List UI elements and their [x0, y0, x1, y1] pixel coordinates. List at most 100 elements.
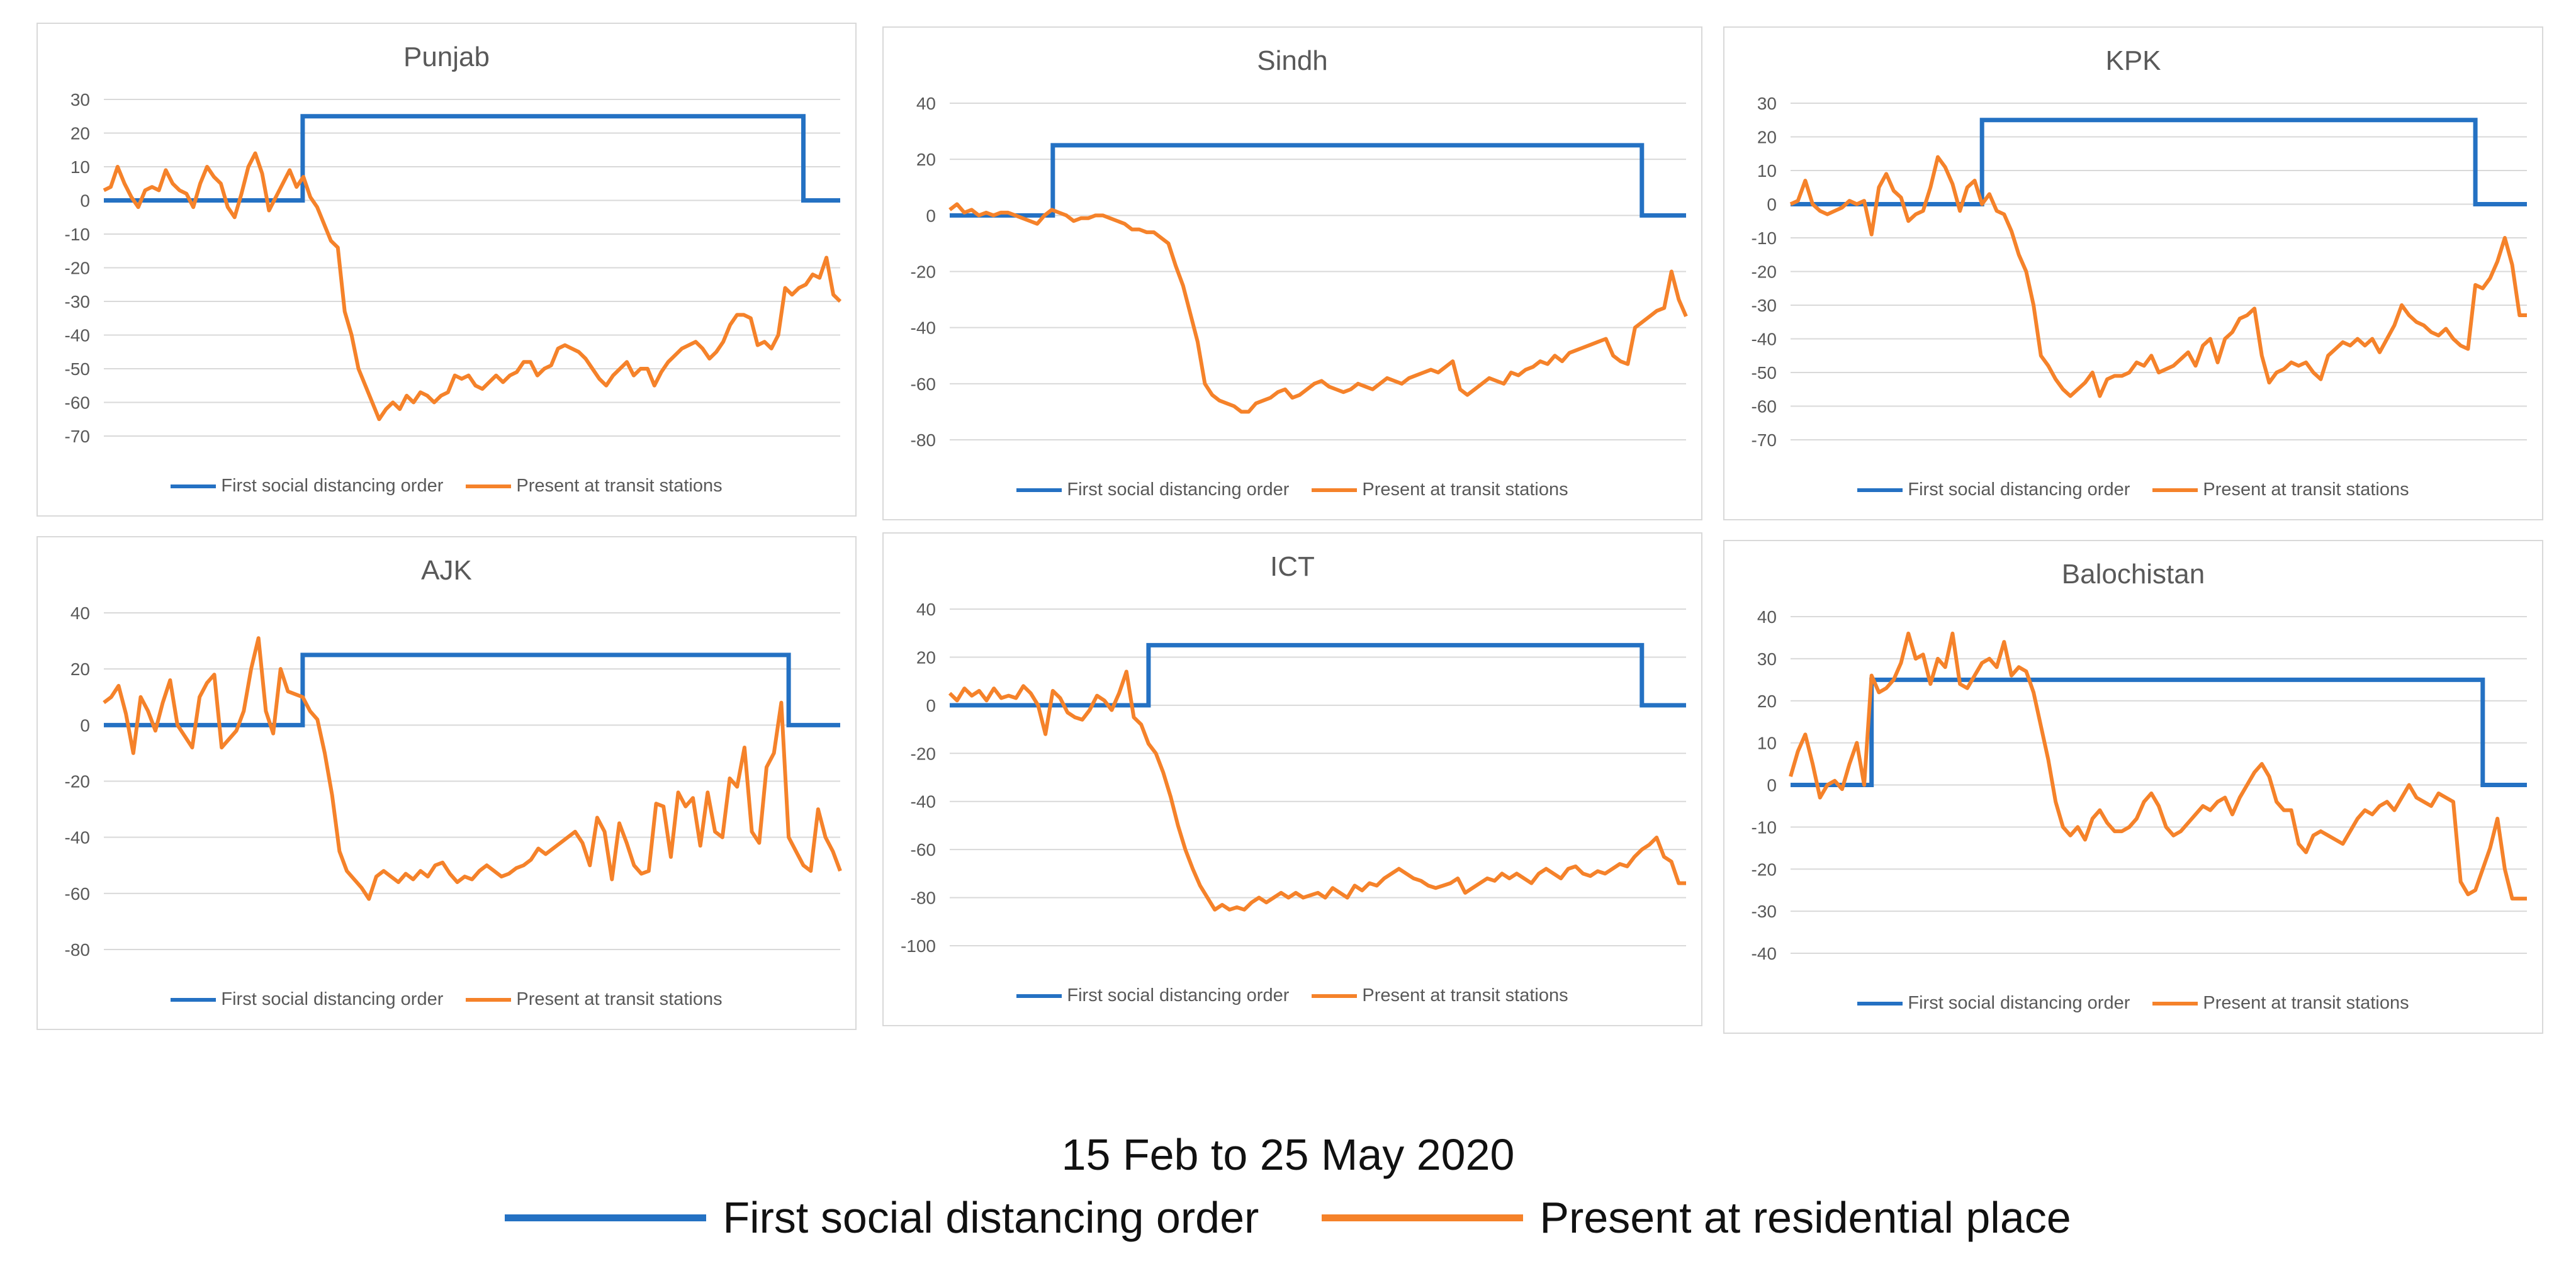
y-tick-label: 10 — [1757, 734, 1777, 753]
y-tick-label: 20 — [1757, 692, 1777, 711]
series-line-transit-stations — [948, 202, 1688, 414]
chart-title: Punjab — [403, 42, 490, 72]
panel-legend: First social distancing order Present at… — [1724, 479, 2542, 500]
legend-swatch-transit — [2152, 1001, 2198, 1006]
y-tick-label: -10 — [1752, 817, 1777, 837]
legend-swatch-order — [171, 997, 217, 1002]
legend-label: First social distancing order — [1908, 993, 2130, 1013]
series-line-transit-stations — [948, 669, 1686, 912]
chart-panel-balochistan: Balochistan 40 30 20 10 0 -10 -20 -30 -40 First … — [1723, 540, 2543, 1034]
legend-swatch-order — [1016, 994, 1062, 998]
y-tick-label: -30 — [1752, 902, 1777, 921]
figure-legend-label: Present at residential place — [1539, 1193, 2071, 1242]
y-tick-label: 30 — [1757, 94, 1777, 113]
legend-swatch-transit — [466, 484, 512, 488]
y-tick-label: 0 — [80, 191, 90, 211]
y-tick-label: -20 — [911, 262, 936, 282]
y-tick-label: -50 — [65, 359, 90, 379]
y-tick-label: 10 — [1757, 161, 1777, 181]
y-tick-label: -80 — [911, 430, 936, 450]
y-tick-label: 20 — [916, 150, 936, 169]
figure-legend: First social distancing order Present at… — [0, 1192, 2576, 1243]
legend-label: Present at transit stations — [1362, 479, 1568, 500]
series-line-transit-stations — [103, 151, 842, 422]
y-tick-label: -20 — [911, 744, 936, 763]
y-tick-label: -50 — [1752, 363, 1777, 383]
y-tick-label: 10 — [70, 157, 90, 177]
y-tick-label: -80 — [65, 940, 90, 960]
line-chart: 40 20 0 -20 -40 -60 -80 -100 — [901, 600, 1686, 956]
y-tick-label: -60 — [65, 884, 90, 904]
y-tick-label: -20 — [1752, 262, 1777, 282]
panel-legend: First social distancing order Present at… — [884, 479, 1701, 500]
legend-item-transit: Present at transit stations — [466, 476, 723, 496]
chart-panel-ict: ICT 40 20 0 -20 -40 -60 -80 -100 First social d… — [882, 532, 1702, 1026]
y-tick-label: 20 — [70, 659, 90, 679]
y-tick-label: -60 — [911, 840, 936, 860]
figure-legend-swatch-residential — [1322, 1214, 1524, 1221]
legend-item-order: First social distancing order — [1016, 985, 1289, 1006]
line-chart: 40 20 0 -20 -40 -60 -80 — [65, 603, 842, 960]
line-chart: 30 20 10 0 -10 -20 -30 -40 -50 -60 -70 — [1752, 94, 2527, 450]
y-tick-label: -10 — [65, 225, 90, 244]
legend-item-transit: Present at transit stations — [1312, 985, 1568, 1006]
legend-item-order: First social distancing order — [1857, 993, 2130, 1014]
y-tick-label: -40 — [1752, 330, 1777, 349]
y-tick-label: -40 — [1752, 944, 1777, 963]
y-tick-label: -10 — [1752, 228, 1777, 248]
panel-legend: First social distancing order Present at… — [1724, 993, 2542, 1014]
chart-title: ICT — [1270, 551, 1315, 582]
panel-legend: First social distancing order Present at… — [38, 989, 855, 1010]
y-tick-label: 20 — [916, 647, 936, 667]
panel-legend: First social distancing order Present at… — [38, 476, 855, 496]
series-line-social-distancing-order — [1791, 118, 2527, 206]
legend-item-transit: Present at transit stations — [2152, 993, 2409, 1014]
y-tick-label: -20 — [65, 772, 90, 792]
legend-swatch-transit — [1312, 488, 1358, 492]
y-tick-label: 40 — [916, 94, 936, 113]
chart-title: KPK — [2105, 45, 2161, 76]
y-tick-label: -80 — [911, 888, 936, 908]
chart-title: AJK — [421, 555, 472, 586]
y-tick-label: 40 — [70, 603, 90, 623]
figure-legend-item-residential: Present at residential place — [1322, 1192, 2071, 1243]
y-tick-label: -70 — [65, 427, 90, 446]
y-tick-label: -20 — [1752, 860, 1777, 879]
legend-item-order: First social distancing order — [171, 476, 443, 496]
panel-legend: First social distancing order Present at… — [884, 985, 1701, 1006]
figure-legend-item-order: First social distancing order — [505, 1192, 1259, 1243]
legend-swatch-order — [1857, 1001, 1903, 1006]
figure-legend-label: First social distancing order — [723, 1193, 1259, 1242]
series-line-social-distancing-order — [950, 143, 1686, 218]
legend-swatch-order — [171, 484, 217, 488]
chart-title: Sindh — [1257, 45, 1328, 76]
y-tick-label: -30 — [65, 292, 90, 311]
legend-swatch-transit — [2152, 488, 2198, 492]
legend-item-transit: Present at transit stations — [1312, 479, 1568, 500]
y-tick-label: 0 — [1767, 776, 1777, 795]
series-line-transit-stations — [1789, 155, 2527, 398]
legend-label: First social distancing order — [221, 476, 444, 496]
chart-panel-punjab: Punjab 30 20 10 0 -10 -20 -30 -40 -50 -60 -70 Firs… — [37, 23, 857, 517]
y-tick-label: -40 — [65, 828, 90, 848]
chart-panel-kpk: KPK 30 20 10 0 -10 -20 -30 -40 -50 -60 -70 First s… — [1723, 26, 2543, 520]
legend-label: Present at transit stations — [1362, 985, 1568, 1006]
y-tick-label: 20 — [70, 124, 90, 143]
legend-swatch-transit — [1312, 994, 1358, 998]
figure-legend-swatch-order — [505, 1214, 707, 1221]
legend-label: Present at transit stations — [516, 989, 723, 1009]
y-tick-label: 0 — [1767, 195, 1777, 215]
y-tick-label: -30 — [1752, 296, 1777, 315]
legend-label: First social distancing order — [1067, 985, 1290, 1006]
y-tick-label: -60 — [1752, 397, 1777, 417]
legend-item-transit: Present at transit stations — [466, 989, 723, 1010]
legend-item-order: First social distancing order — [1016, 479, 1289, 500]
series-line-social-distancing-order — [1791, 677, 2527, 787]
legend-swatch-order — [1016, 488, 1062, 492]
chart-panel-ajk: AJK 40 20 0 -20 -40 -60 -80 First social dista… — [37, 536, 857, 1030]
legend-swatch-order — [1857, 488, 1903, 492]
y-tick-label: 40 — [1757, 607, 1777, 627]
y-tick-label: -40 — [65, 326, 90, 345]
legend-label: Present at transit stations — [516, 476, 723, 496]
legend-label: Present at transit stations — [2203, 479, 2409, 500]
